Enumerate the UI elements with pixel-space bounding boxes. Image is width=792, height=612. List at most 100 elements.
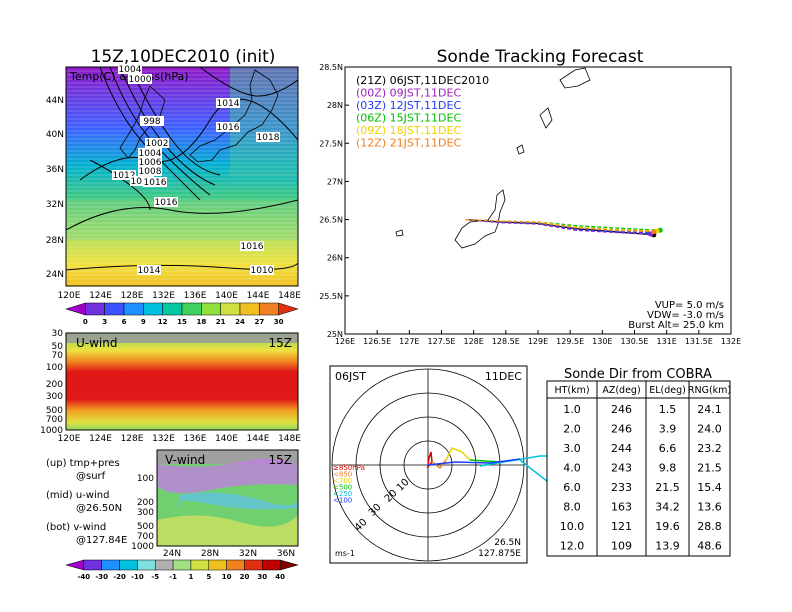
vwind-x-label: 36N xyxy=(277,549,295,559)
surface-lat-label: 36N xyxy=(46,165,64,175)
surface-lat-label: 28N xyxy=(46,236,64,246)
polar-units: ms-1 xyxy=(335,549,355,558)
vwind-label: V-wind xyxy=(165,453,205,467)
isobar-label: 998 xyxy=(143,117,160,127)
track-param: VUP= 5.0 m/s xyxy=(655,300,724,311)
surface-lat-label: 24N xyxy=(46,270,64,280)
note-line1: (up) tmp+pres xyxy=(46,458,120,469)
polar-date: 11DEC xyxy=(485,370,522,383)
uwind-x-label: 140E xyxy=(215,434,238,444)
table-cell: 244 xyxy=(611,442,632,455)
uwind-x-label: 124E xyxy=(89,434,112,444)
polar-time: 06JST xyxy=(335,370,366,383)
isobar-label: 1008 xyxy=(139,167,162,177)
table-cell: 121 xyxy=(611,520,632,533)
isobar-label: 1016 xyxy=(155,198,178,208)
vwind-x-label: 28N xyxy=(201,549,219,559)
track-x-label: 130E xyxy=(592,337,612,346)
track-y-label: 28N xyxy=(327,101,343,110)
surface-lon-label: 136E xyxy=(184,291,207,301)
vwind-colorbar-label: 1 xyxy=(188,573,193,581)
note-line2: @26.50N xyxy=(76,503,122,514)
track-x-label: 131.5E xyxy=(685,337,713,346)
isobar-label: 1014 xyxy=(217,99,240,109)
polar-lat: 26.5N xyxy=(494,538,521,548)
vwind-y-label: 1000 xyxy=(131,542,154,552)
sonde-table: HT(km) AZ(deg) EL(deg) RNG(km) 1.0 246 1.5 24.… xyxy=(546,380,731,557)
track-series-line xyxy=(465,218,661,231)
temp-colorbar-label: 15 xyxy=(177,318,187,326)
temp-colorbar-label: 6 xyxy=(122,318,127,326)
track-x-label: 127E xyxy=(399,337,419,346)
vwind-y-label: 200 xyxy=(137,498,154,508)
polar-lon: 127.875E xyxy=(478,549,521,559)
vwind-colorbar-label: -20 xyxy=(113,573,126,581)
table-cell: 1.0 xyxy=(563,403,581,416)
uwind-x-label: 132E xyxy=(152,434,175,444)
isobar-label: 1016 xyxy=(241,242,264,252)
table-cell: 9.8 xyxy=(659,462,677,475)
note-line2: @127.84E xyxy=(76,535,127,546)
uwind-y-label: 200 xyxy=(46,380,63,390)
track-param: VDW= -3.0 m/s xyxy=(647,310,724,321)
track-x-label: 132E xyxy=(721,337,741,346)
left-title: 15Z,10DEC2010 (init) xyxy=(91,47,276,67)
surface-map: Temp(C) & Press(hPa) 44N40N36N32N28N24N … xyxy=(46,64,301,301)
track-legend-entry: (21Z) 06JST,11DEC2010 xyxy=(356,74,489,87)
surface-lon-label: 128E xyxy=(121,291,144,301)
vwind-colorbar-label: -10 xyxy=(131,573,144,581)
surface-lat-label: 32N xyxy=(46,200,64,210)
vwind-colorbar-label: 30 xyxy=(257,573,267,581)
temp-colorbar-label: 24 xyxy=(235,318,245,326)
vwind-y-label: 500 xyxy=(137,522,154,532)
table-cell: 12.0 xyxy=(560,540,585,553)
table-cell: 246 xyxy=(611,423,632,436)
track-y-label: 25N xyxy=(327,330,343,339)
table-cell: 19.6 xyxy=(655,520,680,533)
note-line1: (bot) v-wind xyxy=(46,522,106,533)
uwind-x-label: 148E xyxy=(278,434,301,444)
track-x-label: 126E xyxy=(335,337,355,346)
table-cell: 15.4 xyxy=(697,481,722,494)
track-x-label: 131E xyxy=(657,337,677,346)
uwind-x-label: 144E xyxy=(247,434,270,444)
temp-colorbar-label: 3 xyxy=(102,318,107,326)
vwind-colorbar-label: 5 xyxy=(206,573,211,581)
table-cell: 4.0 xyxy=(563,462,581,475)
track-series-line xyxy=(465,218,648,234)
vwind-colorbar-label: 20 xyxy=(240,573,250,581)
surface-lon-label: 140E xyxy=(215,291,238,301)
uwind-y-label: 100 xyxy=(46,363,63,373)
isobar-label: 1004 xyxy=(139,149,162,159)
surface-lon-label: 124E xyxy=(89,291,112,301)
track-series-line xyxy=(465,218,651,235)
track-end-point xyxy=(651,229,657,235)
isobar-label: 1012 xyxy=(113,171,136,181)
table-cell: 243 xyxy=(611,462,632,475)
surface-lon-label: 144E xyxy=(247,291,270,301)
track-y-label: 26.5N xyxy=(319,216,343,225)
track-legend-entry: (00Z) 09JST,11DEC xyxy=(356,87,461,100)
table-header: EL(deg) xyxy=(649,385,686,396)
table-header: RNG(km) xyxy=(688,385,731,396)
table-cell: 3.9 xyxy=(659,423,677,436)
vwind-x-label: 24N xyxy=(163,549,181,559)
isobar-label: 1016 xyxy=(144,178,167,188)
isobar-label: 1004 xyxy=(119,65,142,75)
surface-lat-label: 44N xyxy=(46,96,64,106)
table-cell: 10.0 xyxy=(560,520,585,533)
table-header: AZ(deg) xyxy=(602,385,640,396)
vwind-colorbar-label: -5 xyxy=(151,573,159,581)
isobar-label: 1000 xyxy=(129,75,152,85)
uwind-label: U-wind xyxy=(76,336,117,350)
polar-legend-entry: ≥850hPa xyxy=(333,464,365,472)
surface-lon-label: 148E xyxy=(278,291,301,301)
polar-legend-entry: <500 xyxy=(333,484,352,492)
temp-colorbar-label: 27 xyxy=(254,318,264,326)
table-cell: 233 xyxy=(611,481,632,494)
table-cell: 13.6 xyxy=(697,501,722,514)
vwind-y-label: 700 xyxy=(137,532,154,542)
track-legend-entry: (12Z) 21JST,11DEC xyxy=(356,137,461,150)
